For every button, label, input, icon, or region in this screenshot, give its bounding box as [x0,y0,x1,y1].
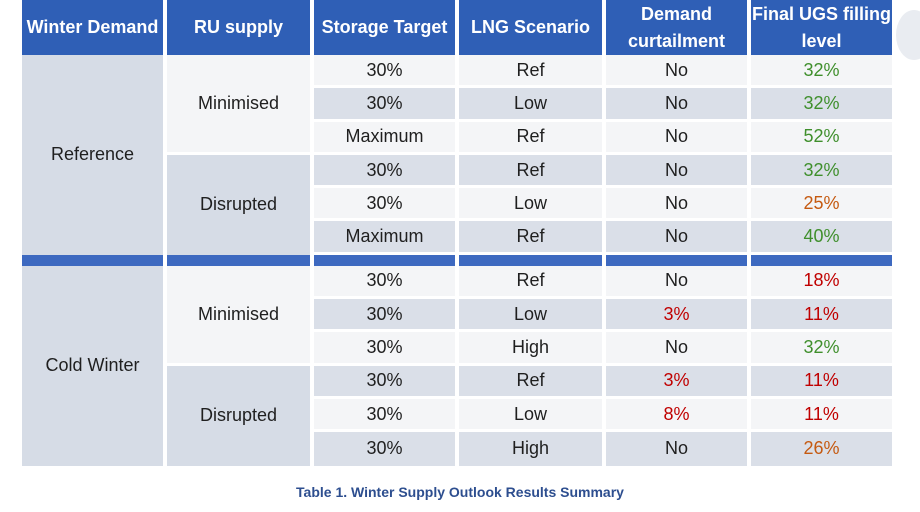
cell-storage: 30% [314,299,455,333]
supply-disrupted-reference: Disrupted [167,154,310,255]
cell-curtailment: 3% [606,365,747,399]
header-winter-demand: Winter Demand [22,0,163,55]
cell-storage: 30% [314,332,455,366]
cell-storage: 30% [314,55,455,89]
cell-storage: 30% [314,88,455,122]
cell-curtailment: No [606,432,747,466]
cell-storage: 30% [314,365,455,399]
cell-lng: Ref [459,365,602,399]
cell-ugs: 32% [751,55,892,89]
header-demand-curtailment: Demand curtailment [606,0,747,55]
cell-lng: Ref [459,221,602,255]
separator-bar [751,254,892,266]
cell-ugs: 18% [751,265,892,300]
cell-storage: 30% [314,154,455,189]
cell-lng: High [459,332,602,366]
cell-ugs: 26% [751,432,892,466]
cell-lng: Ref [459,55,602,89]
cell-curtailment: 8% [606,398,747,433]
group-reference: Reference [22,55,163,255]
cell-lng: High [459,432,602,466]
separator-bar [22,254,163,266]
cell-lng: Ref [459,154,602,189]
cell-curtailment: 3% [606,299,747,333]
cell-lng: Low [459,188,602,222]
supply-minimised-reference: Minimised [167,55,310,155]
cell-ugs: 11% [751,365,892,399]
cell-curtailment: No [606,265,747,300]
results-table: Winter Demand RU supply Storage Target L… [22,0,892,466]
header-ru-supply: RU supply [167,0,310,55]
cell-ugs: 11% [751,299,892,333]
cell-curtailment: No [606,88,747,122]
table-caption: Table 1. Winter Supply Outlook Results S… [296,484,624,500]
cell-lng: Ref [459,121,602,155]
supply-minimised-cold: Minimised [167,265,310,366]
cell-lng: Ref [459,265,602,300]
supply-disrupted-cold: Disrupted [167,365,310,466]
cell-ugs: 52% [751,121,892,155]
separator-bar [459,254,602,266]
cell-ugs: 11% [751,398,892,433]
group-cold-winter: Cold Winter [22,265,163,466]
separator-bar [606,254,747,266]
cell-lng: Low [459,398,602,433]
cell-storage: Maximum [314,121,455,155]
cell-storage: 30% [314,265,455,300]
cell-curtailment: No [606,121,747,155]
page-corner-decoration [896,10,920,60]
cell-lng: Low [459,299,602,333]
cell-curtailment: No [606,154,747,189]
cell-ugs: 32% [751,154,892,189]
separator-bar [314,254,455,266]
cell-curtailment: No [606,188,747,222]
header-final-ugs: Final UGS filling level [751,0,892,55]
cell-curtailment: No [606,221,747,255]
cell-ugs: 32% [751,332,892,366]
cell-ugs: 40% [751,221,892,255]
cell-curtailment: No [606,55,747,89]
cell-storage: 30% [314,398,455,433]
cell-curtailment: No [606,332,747,366]
separator-bar [167,254,310,266]
header-lng-scenario: LNG Scenario [459,0,602,55]
cell-storage: Maximum [314,221,455,255]
cell-storage: 30% [314,432,455,466]
header-storage-target: Storage Target [314,0,455,55]
cell-ugs: 32% [751,88,892,122]
cell-storage: 30% [314,188,455,222]
cell-ugs: 25% [751,188,892,222]
cell-lng: Low [459,88,602,122]
